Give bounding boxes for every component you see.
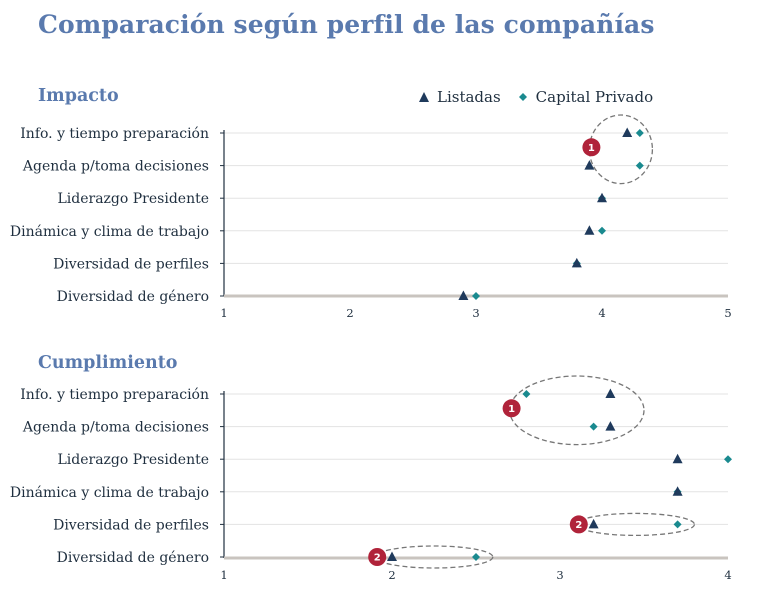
- triangle-icon: [419, 92, 429, 102]
- legend-item-listadas: Listadas: [418, 88, 501, 106]
- impacto-point-capital-privado: [598, 226, 606, 235]
- impacto-point-capital-privado: [472, 292, 480, 300]
- cumplimiento-point-capital-privado: [673, 520, 682, 529]
- legend-label-capital-privado: Capital Privado: [535, 88, 654, 106]
- impacto-annotation-ellipse: [588, 114, 654, 185]
- impacto-category-label: Info. y tiempo preparación: [20, 126, 209, 142]
- cumplimiento-x-tick-label: 4: [724, 568, 731, 582]
- impacto-point-capital-privado: [635, 161, 644, 170]
- cumplimiento-annotation-badge-label: 1: [508, 404, 515, 415]
- impacto-point-listadas: [458, 290, 469, 300]
- impacto-category-label: Agenda p/toma decisiones: [22, 159, 209, 175]
- cumplimiento-point-capital-privado: [589, 422, 598, 431]
- impacto-category-label: Diversidad de género: [57, 289, 209, 305]
- cumplimiento-annotation-ellipse: [508, 375, 645, 446]
- legend-item-capital-privado: Capital Privado: [517, 88, 653, 106]
- impacto-x-tick-label: 5: [724, 306, 731, 320]
- page-title: Comparación según perfil de las compañía…: [38, 10, 655, 39]
- impacto-point-listadas: [584, 160, 595, 170]
- legend: Listadas Capital Privado: [418, 88, 669, 106]
- cumplimiento-category-label: Diversidad de género: [57, 550, 209, 566]
- cumplimiento-x-tick-label: 1: [220, 568, 227, 582]
- cumplimiento-annotation-badge: [502, 399, 521, 418]
- impacto-point-listadas: [584, 225, 595, 235]
- cumplimiento-x-tick-label: 2: [388, 568, 395, 582]
- cumplimiento-point-listadas: [605, 388, 616, 398]
- cumplimiento-category-label: Diversidad de perfiles: [53, 517, 209, 533]
- impacto-x-tick-label: 3: [472, 306, 479, 320]
- impacto-point-listadas: [571, 257, 582, 268]
- diamond-icon: [518, 93, 527, 101]
- cumplimiento-annotation-badge: [368, 548, 387, 566]
- cumplimiento-point-listadas: [387, 551, 397, 561]
- cumplimiento-point-listadas: [672, 453, 683, 464]
- impacto-point-listadas: [622, 127, 633, 137]
- cumplimiento-x-tick-label: 3: [556, 568, 563, 582]
- cumplimiento-category-label: Dinámica y clima de trabajo: [10, 485, 209, 501]
- impacto-point-listadas: [597, 192, 607, 203]
- cumplimiento-point-capital-privado: [472, 553, 480, 561]
- impacto-annotation-badge: [582, 138, 601, 157]
- cumplimiento-annotation-badge-label: 2: [374, 553, 381, 564]
- impacto-category-label: Dinámica y clima de trabajo: [10, 224, 209, 240]
- cumplimiento-section-title: Cumplimiento: [38, 353, 178, 373]
- impacto-category-label: Diversidad de perfiles: [53, 256, 209, 272]
- cumplimiento-point-capital-privado: [522, 390, 531, 398]
- impacto-section-title: Impacto: [38, 86, 119, 106]
- cumplimiento-annotation-badge: [569, 515, 588, 534]
- cumplimiento-chart: 1 2 3 4 Info. y tiempo preparación Agenda p/t…: [10, 375, 732, 582]
- impacto-x-tick-label: 1: [220, 306, 227, 320]
- impacto-annotation-badge-label: 1: [588, 143, 595, 154]
- cumplimiento-point-listadas: [672, 486, 683, 496]
- cumplimiento-point-listadas: [588, 518, 599, 529]
- impacto-point-capital-privado: [635, 129, 644, 137]
- cumplimiento-category-label: Info. y tiempo preparación: [20, 387, 209, 403]
- cumplimiento-point-capital-privado: [724, 455, 732, 464]
- legend-label-listadas: Listadas: [437, 88, 501, 106]
- impacto-x-tick-label: 4: [598, 306, 605, 320]
- impacto-category-label: Liderazgo Presidente: [57, 191, 209, 207]
- cumplimiento-annotation-badge-label: 2: [575, 520, 582, 531]
- impacto-chart: 1 2 3 4 5 Info. y tiempo preparación Agenda p/…: [10, 114, 732, 320]
- cumplimiento-category-label: Agenda p/toma decisiones: [22, 420, 209, 436]
- cumplimiento-point-listadas: [605, 421, 616, 431]
- cumplimiento-category-label: Liderazgo Presidente: [57, 452, 209, 468]
- impacto-x-tick-label: 2: [346, 306, 353, 320]
